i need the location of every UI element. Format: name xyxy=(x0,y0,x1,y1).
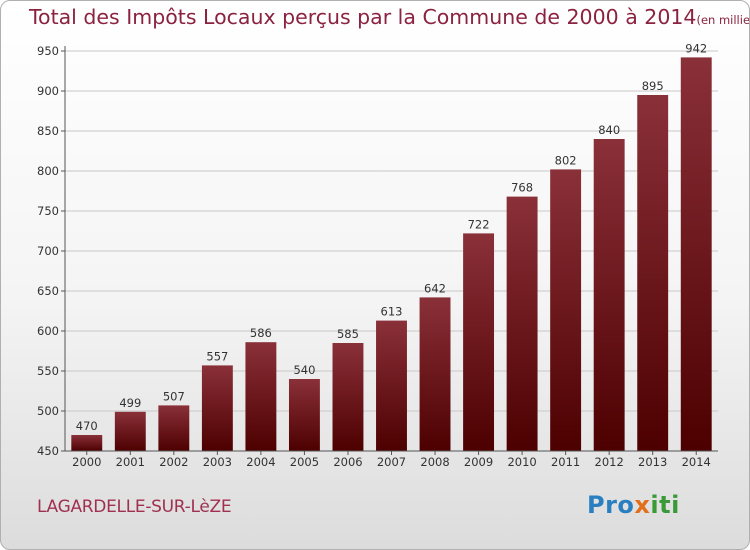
y-tick-label: 850 xyxy=(37,124,59,138)
bar-2009 xyxy=(463,233,495,451)
bar-2014 xyxy=(680,57,712,452)
bar-2000 xyxy=(71,435,103,451)
bar-2010 xyxy=(506,196,538,451)
bar-2011 xyxy=(550,169,582,451)
data-label: 507 xyxy=(163,389,185,403)
y-tick-label: 550 xyxy=(37,364,59,378)
data-label: 499 xyxy=(119,396,141,410)
y-tick-label: 700 xyxy=(37,244,59,258)
y-tick-label: 600 xyxy=(37,324,59,338)
x-tick-label: 2007 xyxy=(377,455,406,469)
data-label: 642 xyxy=(424,281,446,295)
axes xyxy=(61,46,718,455)
data-label: 585 xyxy=(337,327,359,341)
x-tick-label: 2014 xyxy=(682,455,711,469)
logo-part-2: x xyxy=(634,491,651,519)
data-label: 802 xyxy=(555,153,577,167)
y-tick-label: 650 xyxy=(37,284,59,298)
x-tick-label: 2002 xyxy=(159,455,188,469)
logo-part-3: iti xyxy=(650,491,680,519)
bar-2003 xyxy=(201,365,233,451)
labels: 450 500 550 600 650 700 750 800 850 900 950 2000 470… xyxy=(37,41,711,469)
data-label: 722 xyxy=(468,217,490,231)
x-tick-label: 2000 xyxy=(72,455,101,469)
chart-title-text: Total des Impôts Locaux perçus par la Co… xyxy=(29,5,697,29)
x-tick-label: 2013 xyxy=(638,455,667,469)
x-tick-label: 2004 xyxy=(246,455,275,469)
chart-unit-note: (en milliers d'€) xyxy=(696,13,750,27)
bar-2001 xyxy=(114,411,146,451)
y-tick-label: 450 xyxy=(37,444,59,458)
x-tick-label: 2008 xyxy=(420,455,449,469)
bar-2008 xyxy=(419,297,451,451)
data-label: 557 xyxy=(206,349,228,363)
bar-2005 xyxy=(288,379,320,451)
x-tick-label: 2001 xyxy=(116,455,145,469)
proxiti-logo: Proxiti xyxy=(587,491,680,519)
bar-2012 xyxy=(593,139,625,451)
data-label: 840 xyxy=(598,123,620,137)
commune-name: LAGARDELLE-SUR-LèZE xyxy=(37,497,232,517)
data-label: 540 xyxy=(293,363,315,377)
bar-2004 xyxy=(245,342,277,451)
x-tick-label: 2003 xyxy=(203,455,232,469)
x-tick-label: 2006 xyxy=(333,455,362,469)
y-tick-label: 500 xyxy=(37,404,59,418)
y-tick-label: 750 xyxy=(37,204,59,218)
data-label: 586 xyxy=(250,326,272,340)
y-tick-label: 900 xyxy=(37,84,59,98)
x-tick-label: 2011 xyxy=(551,455,580,469)
x-tick-label: 2012 xyxy=(595,455,624,469)
y-tick-label: 800 xyxy=(37,164,59,178)
bar-2007 xyxy=(376,320,407,451)
data-label: 470 xyxy=(76,419,98,433)
x-tick-label: 2009 xyxy=(464,455,493,469)
data-label: 613 xyxy=(381,305,403,319)
data-label: 942 xyxy=(685,41,707,55)
bar-2013 xyxy=(637,95,669,451)
logo-part-1: Pro xyxy=(587,491,635,519)
data-label: 768 xyxy=(511,181,533,195)
chart-title: Total des Impôts Locaux perçus par la Co… xyxy=(29,5,750,29)
y-tick-label: 950 xyxy=(37,44,59,58)
x-tick-label: 2010 xyxy=(507,455,536,469)
bar-2006 xyxy=(332,343,364,451)
bar-2002 xyxy=(158,405,190,451)
data-label: 895 xyxy=(642,79,664,93)
bars xyxy=(71,57,712,452)
x-tick-label: 2005 xyxy=(290,455,319,469)
